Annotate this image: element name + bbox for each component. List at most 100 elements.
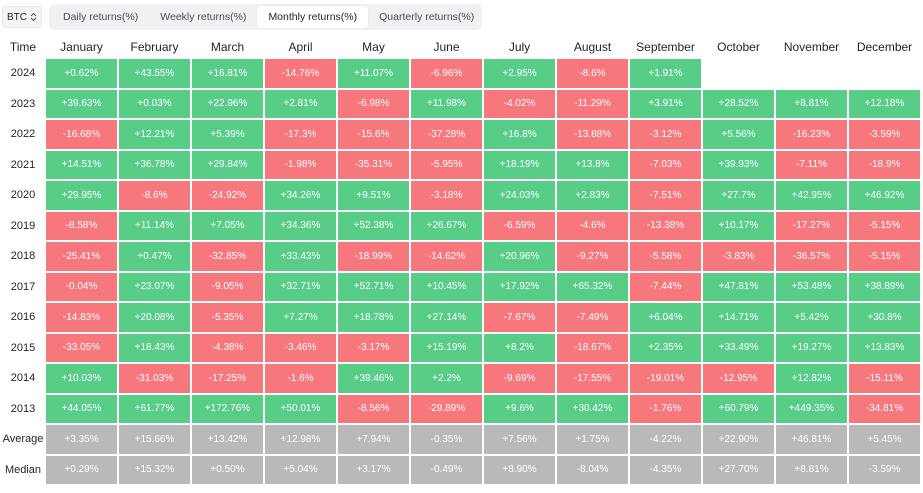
- return-cell: +13.42%: [192, 425, 263, 454]
- return-cell: -18.67%: [557, 333, 628, 362]
- return-cell: -5.58%: [630, 242, 701, 271]
- return-cell: +9.51%: [338, 181, 409, 210]
- return-cell: -7.67%: [484, 303, 555, 332]
- return-cell: +8.81%: [776, 455, 847, 484]
- return-cell: +53.48%: [776, 272, 847, 301]
- return-cell: +10.03%: [46, 364, 117, 393]
- return-cell: +39.46%: [338, 364, 409, 393]
- return-cell: -9.69%: [484, 364, 555, 393]
- return-cell: -6.96%: [411, 59, 482, 88]
- return-cell: +15.32%: [119, 455, 190, 484]
- return-cell: -13.88%: [557, 120, 628, 149]
- return-cell: +16.81%: [192, 59, 263, 88]
- return-cell: -1.6%: [265, 364, 336, 393]
- return-cell: +46.92%: [849, 181, 920, 210]
- return-cell: +47.81%: [703, 272, 774, 301]
- return-cell: -15.11%: [849, 364, 920, 393]
- coin-select[interactable]: BTC: [2, 6, 42, 28]
- table-row: 2016 -14.83% +20.08% -5.35% +7.27% +18.78% +27…: [0, 303, 923, 332]
- return-cell: +30.42%: [557, 394, 628, 423]
- return-cell: +26.67%: [411, 211, 482, 240]
- return-cell: -18.99%: [338, 242, 409, 271]
- return-cell: +7.05%: [192, 211, 263, 240]
- month-column-header: March: [210, 39, 245, 54]
- return-cell: -17.25%: [192, 364, 263, 393]
- return-cell: -14.62%: [411, 242, 482, 271]
- return-cell: -3.59%: [849, 120, 920, 149]
- month-column-header: May: [362, 39, 385, 54]
- return-cell: +18.19%: [484, 150, 555, 179]
- return-cell: -6.59%: [484, 211, 555, 240]
- return-cell: +22.96%: [192, 89, 263, 118]
- return-cell: +449.35%: [776, 394, 847, 423]
- return-cell: -25.41%: [46, 242, 117, 271]
- return-cell: +34.26%: [265, 181, 336, 210]
- return-cell: -5.95%: [411, 150, 482, 179]
- return-cell: +19.27%: [776, 333, 847, 362]
- return-cell: +36.78%: [119, 150, 190, 179]
- return-cell: -7.11%: [776, 150, 847, 179]
- return-cell: -8.6%: [557, 59, 628, 88]
- return-cell: +18.43%: [119, 333, 190, 362]
- year-label: 2021: [10, 158, 36, 171]
- table-row: 2019 -8.58% +11.14% +7.05% +34.36% +52.38% +26…: [0, 211, 923, 240]
- return-cell: -17.3%: [265, 120, 336, 149]
- return-cell: +23.07%: [119, 272, 190, 301]
- return-cell: -18.9%: [849, 150, 920, 179]
- summary-label: Average: [2, 433, 44, 446]
- return-cell: +13.8%: [557, 150, 628, 179]
- return-cell: +12.98%: [265, 425, 336, 454]
- table-header-row: Time January February March April May June Jul…: [0, 36, 923, 57]
- return-cell: -0.35%: [411, 425, 482, 454]
- return-cell: +14.71%: [703, 303, 774, 332]
- return-cell: +27.7%: [703, 181, 774, 210]
- return-cell: -19.01%: [630, 364, 701, 393]
- return-cell: +20.08%: [119, 303, 190, 332]
- return-cell: -7.51%: [630, 181, 701, 210]
- return-cell: +29.84%: [192, 150, 263, 179]
- return-cell: -4.6%: [557, 211, 628, 240]
- table-row: 2021 +14.51% +36.78% +29.84% -1.98% -35.31% -5…: [0, 150, 923, 179]
- month-column-header: September: [636, 39, 695, 54]
- tab-weekly-returns[interactable]: Weekly returns(%): [160, 11, 247, 23]
- return-cell: +18.78%: [338, 303, 409, 332]
- return-cell: +3.35%: [46, 425, 117, 454]
- return-cell: +8.2%: [484, 333, 555, 362]
- return-cell: [776, 59, 847, 88]
- return-cell: +13.83%: [849, 333, 920, 362]
- return-cell: +0.50%: [192, 455, 263, 484]
- return-cell: +50.01%: [265, 394, 336, 423]
- tab-monthly-returns[interactable]: Monthly returns(%): [257, 6, 369, 28]
- return-cell: +60.79%: [703, 394, 774, 423]
- return-cell: +44.05%: [46, 394, 117, 423]
- return-cell: -35.31%: [338, 150, 409, 179]
- return-cell: +0.29%: [46, 455, 117, 484]
- return-cell: +27.70%: [703, 455, 774, 484]
- tab-quarterly-returns[interactable]: Quarterly returns(%): [379, 11, 475, 23]
- return-cell: +34.36%: [265, 211, 336, 240]
- return-cell: -3.18%: [411, 181, 482, 210]
- table-row: 2017 -0.04% +23.07% -9.05% +32.71% +52.71% +10…: [0, 272, 923, 301]
- tab-daily-returns[interactable]: Daily returns(%): [63, 11, 139, 23]
- return-cell: +17.92%: [484, 272, 555, 301]
- table-row: 2018 -25.41% +0.47% -32.85% +33.43% -18.99% -1…: [0, 242, 923, 271]
- return-cell: +12.82%: [776, 364, 847, 393]
- return-cell: +9.6%: [484, 394, 555, 423]
- return-cell: -12.95%: [703, 364, 774, 393]
- return-cell: -3.59%: [849, 455, 920, 484]
- year-label: 2017: [10, 280, 36, 293]
- return-cell: -4.35%: [630, 455, 701, 484]
- return-cell: +24.03%: [484, 181, 555, 210]
- return-cell: -7.44%: [630, 272, 701, 301]
- return-cell: -6.98%: [338, 89, 409, 118]
- return-cell: -29.89%: [411, 394, 482, 423]
- return-cell: -32.85%: [192, 242, 263, 271]
- return-cell: -7.49%: [557, 303, 628, 332]
- return-cell: -3.12%: [630, 120, 701, 149]
- return-cell: -33.05%: [46, 333, 117, 362]
- return-cell: +2.95%: [484, 59, 555, 88]
- return-cell: +14.51%: [46, 150, 117, 179]
- year-label: 2024: [10, 67, 36, 80]
- return-cell: -3.17%: [338, 333, 409, 362]
- time-column-header: Time: [9, 39, 37, 54]
